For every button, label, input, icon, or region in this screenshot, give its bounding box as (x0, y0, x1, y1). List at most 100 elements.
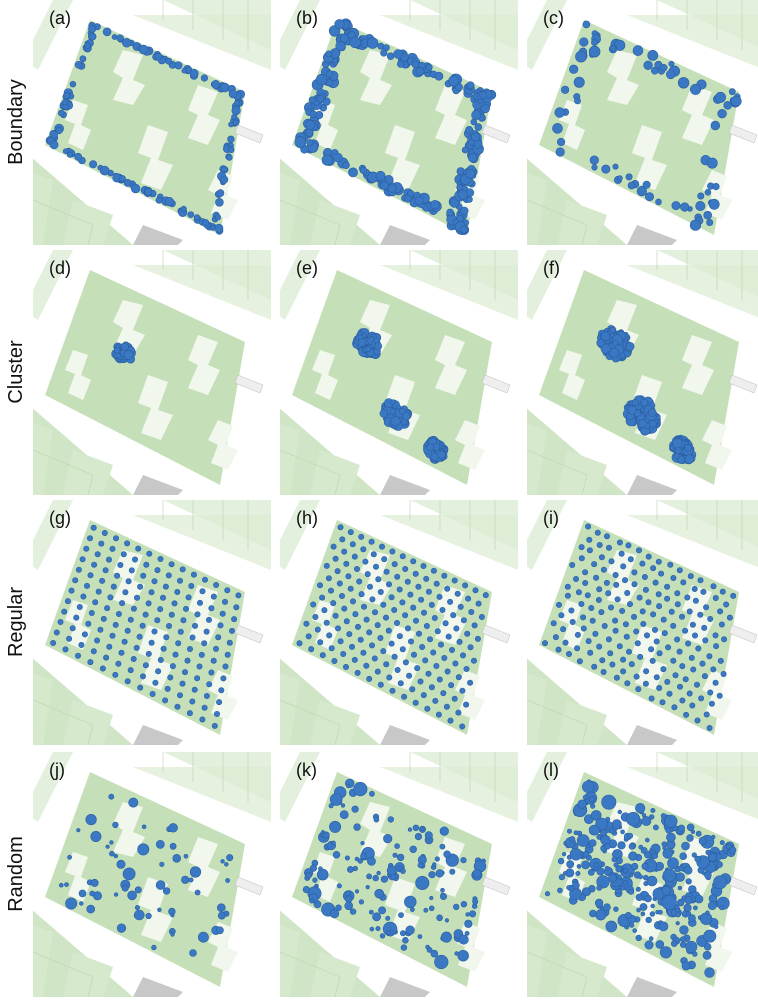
tree (440, 893, 448, 901)
tree (217, 622, 224, 629)
tree (707, 689, 714, 696)
tree (664, 678, 671, 685)
tree (228, 146, 235, 154)
tree (388, 594, 395, 601)
tree (109, 840, 114, 845)
tree (226, 639, 233, 646)
tree (80, 593, 87, 600)
tree (412, 570, 419, 577)
tree (435, 711, 442, 718)
tree (415, 583, 422, 590)
tree (87, 659, 94, 666)
tree (226, 154, 233, 161)
tree (396, 60, 405, 68)
tree (316, 868, 329, 881)
map-panel: (a) (33, 0, 271, 245)
tree (677, 824, 685, 832)
tree (145, 600, 152, 607)
tree (155, 840, 165, 849)
tree (704, 871, 712, 879)
tree (706, 157, 718, 169)
tree (479, 91, 487, 99)
tree (423, 575, 430, 582)
tree (645, 553, 652, 560)
tree (88, 24, 97, 33)
map-panel: (d) (33, 250, 271, 495)
tree (719, 905, 725, 911)
tree (651, 852, 659, 859)
tree (482, 592, 489, 599)
tree (367, 583, 374, 590)
tree (665, 827, 672, 834)
tree (94, 637, 101, 644)
tree (652, 579, 659, 586)
tree (78, 889, 87, 898)
map-panel: (h) (280, 500, 518, 745)
tree (464, 630, 471, 637)
tree (352, 611, 359, 618)
tree (453, 903, 460, 911)
tree (157, 907, 162, 913)
tree (616, 643, 623, 650)
tree (423, 907, 429, 913)
tree (360, 649, 367, 656)
tree (566, 885, 571, 890)
tree (676, 567, 683, 574)
tree (615, 865, 623, 873)
tree (88, 610, 95, 617)
tree (635, 893, 644, 902)
tree (379, 933, 386, 939)
tree (584, 592, 591, 599)
tree (728, 88, 736, 96)
tree (671, 940, 678, 947)
tree (577, 799, 587, 809)
tree (346, 783, 351, 789)
tree (433, 580, 440, 587)
tree (105, 844, 110, 849)
tree (103, 654, 110, 661)
tree (354, 669, 361, 676)
tree (177, 628, 184, 635)
tree (576, 658, 583, 665)
panel-label: (k) (296, 760, 317, 780)
map-panel: (b) (280, 0, 518, 245)
tree (62, 646, 69, 653)
tree (111, 34, 118, 40)
tree (123, 178, 132, 187)
tree (386, 52, 395, 60)
panel-label: (f) (543, 258, 560, 278)
tree (626, 811, 641, 826)
tree (674, 452, 681, 459)
tree (151, 578, 158, 585)
tree (573, 76, 585, 88)
tree (337, 524, 344, 531)
tree (444, 918, 449, 923)
tree (598, 609, 605, 616)
tree (462, 582, 469, 589)
tree (594, 898, 604, 908)
tree (698, 836, 707, 845)
tree (116, 34, 124, 42)
tree (305, 872, 312, 879)
tree (326, 632, 333, 639)
tree (85, 620, 92, 627)
tree (368, 909, 374, 915)
tree (647, 408, 657, 417)
tree (208, 669, 215, 676)
tree (79, 556, 86, 563)
tree (417, 862, 424, 869)
tree (137, 583, 144, 590)
tree (417, 934, 423, 939)
tree (303, 620, 310, 627)
tree (181, 67, 188, 74)
tree (349, 541, 356, 548)
tree (399, 553, 406, 560)
tree (127, 667, 134, 674)
tree (459, 687, 466, 694)
tree (85, 813, 97, 826)
tree (177, 692, 184, 699)
tree (592, 630, 599, 637)
tree (162, 583, 169, 590)
tree (228, 89, 238, 99)
tree (599, 657, 606, 664)
